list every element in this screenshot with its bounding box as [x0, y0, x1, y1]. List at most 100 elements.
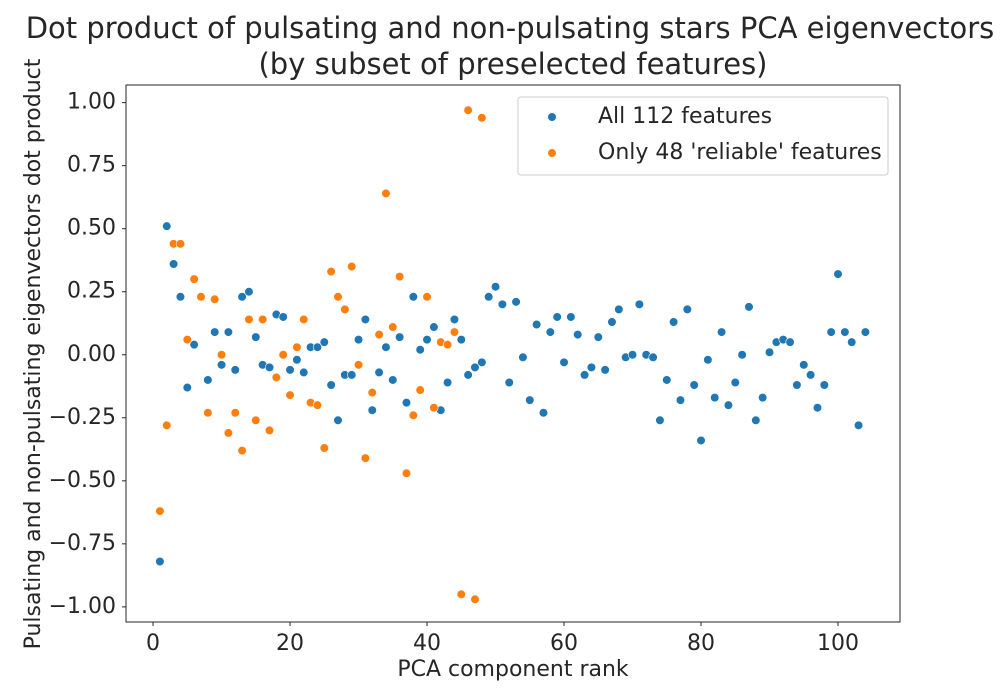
- point: [162, 420, 172, 430]
- point: [593, 332, 603, 342]
- point: [162, 221, 172, 231]
- point: [819, 380, 829, 390]
- point: [463, 105, 473, 115]
- point: [853, 420, 864, 430]
- point: [456, 335, 466, 345]
- point: [429, 403, 439, 413]
- point: [203, 375, 213, 385]
- point: [470, 594, 480, 604]
- point: [669, 317, 679, 327]
- point: [175, 239, 186, 249]
- series: [155, 105, 487, 604]
- point: [696, 435, 706, 446]
- point: [504, 377, 514, 388]
- point: [381, 342, 391, 352]
- point: [730, 377, 740, 388]
- point: [367, 405, 377, 415]
- y-tick-label: −0.50: [49, 468, 116, 493]
- plot-frame: [125, 84, 901, 623]
- point: [360, 314, 370, 325]
- point: [682, 304, 692, 314]
- point: [244, 287, 254, 297]
- point: [326, 266, 336, 277]
- y-tick-label: 0.75: [67, 153, 116, 178]
- point: [826, 327, 836, 337]
- point: [319, 443, 329, 453]
- point: [449, 327, 460, 337]
- point: [326, 380, 336, 390]
- point: [155, 506, 165, 516]
- point: [251, 415, 261, 425]
- point: [347, 261, 357, 272]
- point: [422, 335, 432, 345]
- legend-marker: [547, 112, 557, 122]
- x-tick-label: 60: [550, 631, 578, 656]
- x-tick-label: 0: [146, 631, 160, 656]
- point: [579, 370, 590, 380]
- point: [662, 375, 672, 385]
- point: [511, 297, 521, 307]
- point: [751, 415, 761, 425]
- legend-box: [517, 96, 889, 176]
- point: [634, 299, 644, 309]
- point: [422, 292, 432, 302]
- point: [463, 370, 473, 380]
- point: [353, 335, 364, 345]
- y-tick-label: −1.00: [49, 594, 116, 619]
- point: [449, 314, 460, 325]
- point: [374, 367, 384, 378]
- point: [285, 365, 295, 375]
- point: [408, 292, 418, 302]
- point: [764, 347, 775, 357]
- point: [525, 395, 535, 405]
- point: [566, 312, 576, 322]
- point: [182, 335, 192, 345]
- point: [299, 367, 309, 378]
- point: [648, 352, 658, 362]
- point: [285, 390, 295, 400]
- point: [230, 408, 240, 418]
- point: [367, 387, 377, 398]
- point: [477, 357, 487, 367]
- point: [415, 345, 425, 355]
- point: [169, 259, 179, 269]
- point: [716, 327, 727, 337]
- legend-label: Only 48 'reliable' features: [598, 140, 882, 165]
- point: [833, 269, 843, 279]
- x-tick-label: 20: [276, 631, 304, 656]
- point: [216, 350, 227, 360]
- legend-label: All 112 features: [598, 104, 772, 129]
- point: [155, 556, 165, 567]
- point: [627, 350, 638, 360]
- point: [586, 362, 597, 372]
- point: [477, 113, 487, 123]
- point: [812, 403, 823, 413]
- point: [600, 365, 610, 375]
- point: [381, 188, 391, 199]
- point: [408, 410, 418, 420]
- point: [333, 292, 343, 302]
- point: [442, 377, 453, 388]
- point: [216, 360, 227, 370]
- point: [689, 380, 699, 390]
- y-tick-label: −0.25: [49, 405, 116, 430]
- y-tick-label: −0.75: [49, 531, 116, 556]
- chart-title: Dot product of pulsating and non-pulsati…: [26, 11, 995, 45]
- point: [401, 398, 412, 408]
- point: [271, 372, 281, 383]
- point: [203, 408, 213, 418]
- point: [559, 357, 569, 367]
- point: [182, 382, 192, 393]
- x-tick-label: 100: [817, 631, 859, 656]
- point: [497, 299, 507, 309]
- point: [490, 282, 501, 292]
- point: [573, 329, 583, 340]
- point: [744, 302, 754, 312]
- point: [333, 415, 343, 425]
- point: [532, 319, 542, 330]
- x-tick-label: 40: [413, 631, 441, 656]
- point: [545, 327, 555, 337]
- series: [155, 221, 871, 567]
- point: [251, 332, 261, 342]
